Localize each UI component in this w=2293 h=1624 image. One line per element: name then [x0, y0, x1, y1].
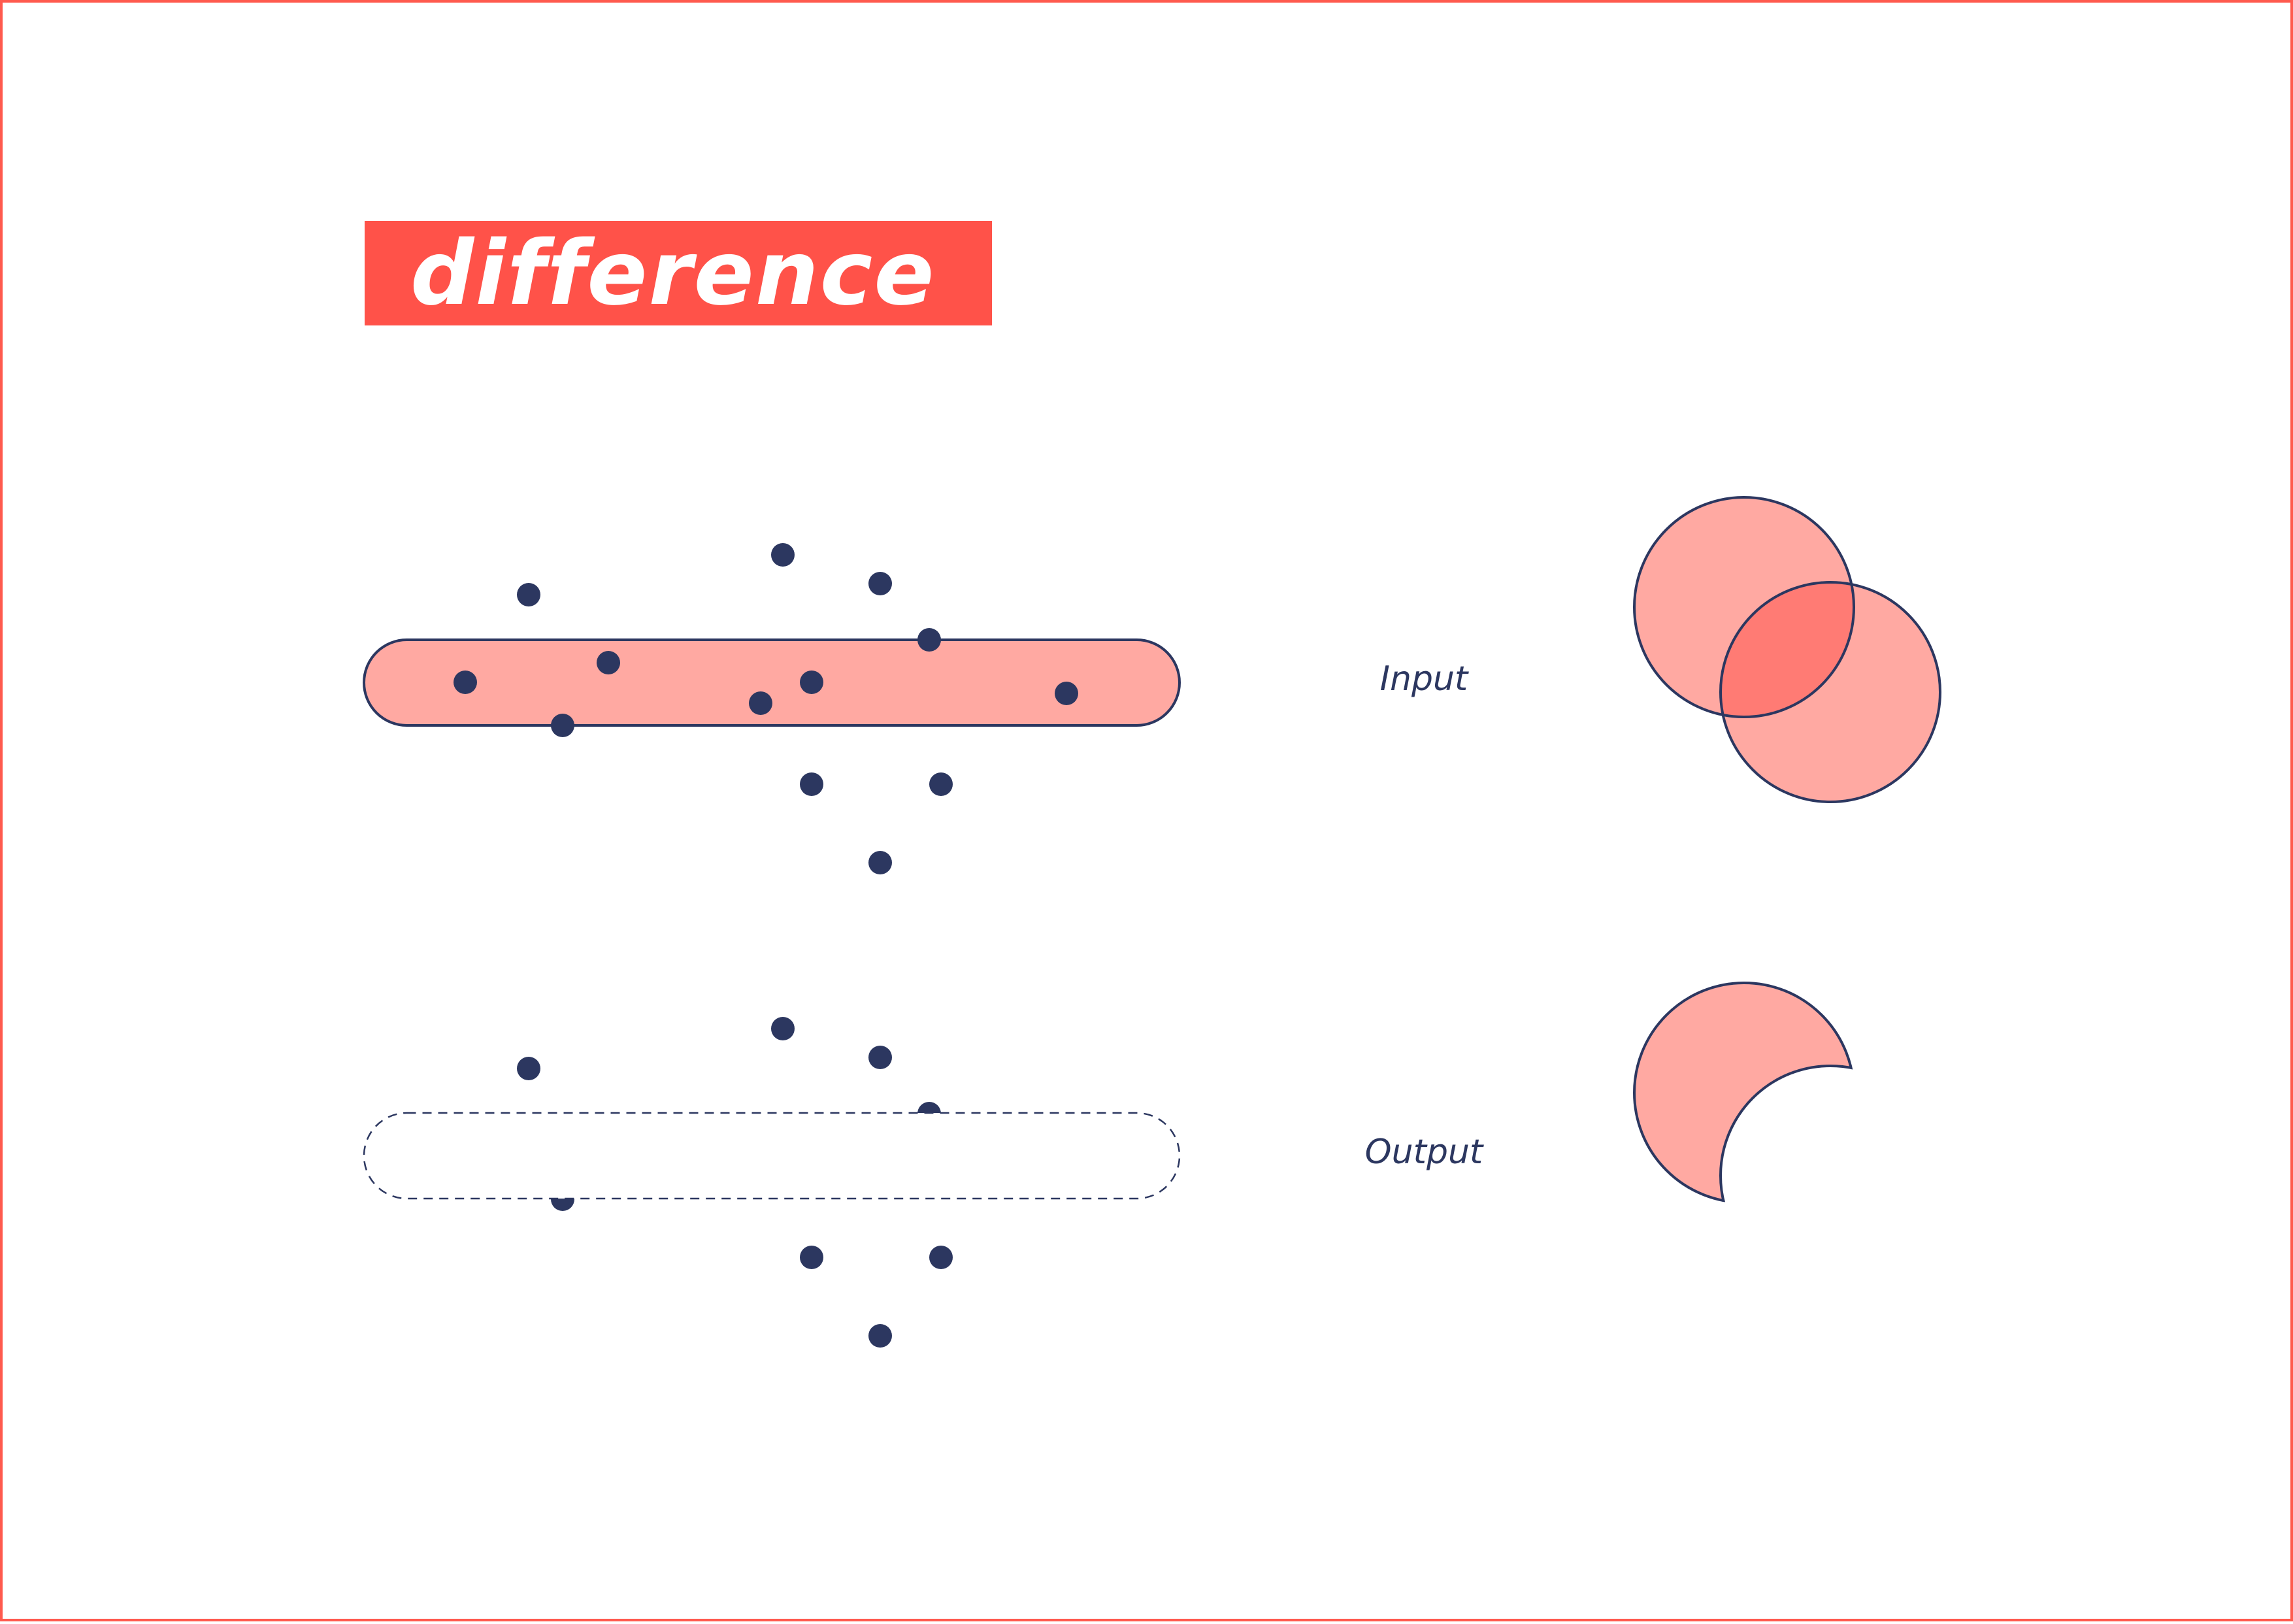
point	[929, 772, 953, 796]
point	[929, 1246, 953, 1269]
point	[1055, 682, 1078, 705]
output-row	[363, 982, 1855, 1348]
point	[597, 651, 620, 674]
point	[800, 772, 823, 796]
point	[868, 1046, 892, 1069]
output-line-buffer-removed	[363, 1112, 1181, 1200]
two-overlapping-circles-icon	[1633, 496, 1941, 803]
point	[868, 851, 892, 874]
point	[771, 543, 795, 567]
crescent-difference-icon	[1633, 982, 1855, 1204]
point	[454, 671, 477, 694]
title: difference	[410, 222, 936, 325]
input-row	[363, 496, 1941, 874]
point	[749, 691, 772, 715]
point	[517, 583, 540, 606]
point	[800, 671, 823, 694]
difference-diagram	[363, 496, 1941, 1348]
point	[800, 1246, 823, 1269]
input-line-buffer	[363, 638, 1181, 727]
point	[868, 1324, 892, 1348]
point	[551, 714, 574, 737]
point	[868, 572, 892, 595]
title-banner: difference	[365, 221, 992, 325]
output-label: Output	[1364, 1133, 1483, 1172]
input-points	[454, 543, 1078, 874]
point	[771, 1017, 795, 1040]
input-label: Input	[1379, 659, 1468, 699]
point	[517, 1057, 540, 1080]
point	[917, 628, 941, 652]
